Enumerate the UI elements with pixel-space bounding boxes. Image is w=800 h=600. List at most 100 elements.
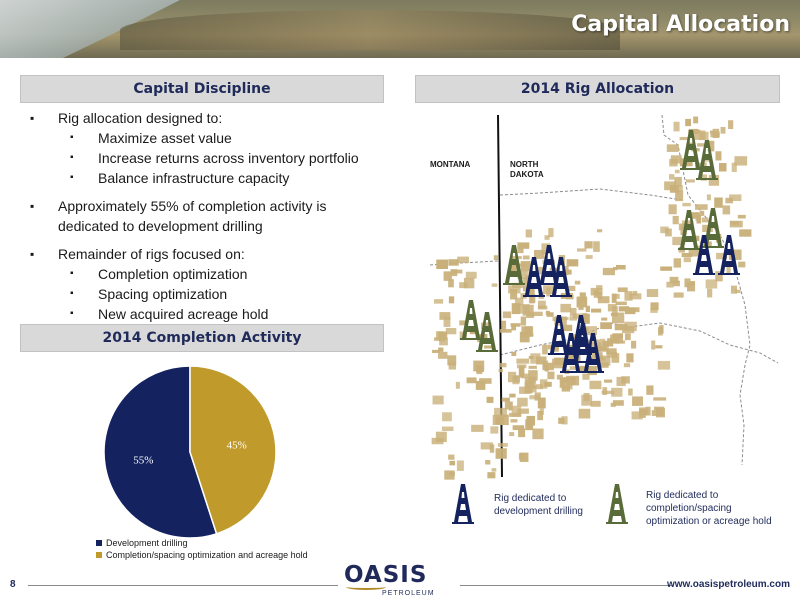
rig-development-icon bbox=[523, 257, 545, 297]
bullet-rig-allocation: Rig allocation designed to: bbox=[30, 108, 390, 128]
legend-rig-development: Rig dedicated to development drilling bbox=[494, 493, 583, 517]
acreage-block bbox=[593, 241, 600, 252]
acreage-block bbox=[600, 322, 612, 330]
acreage-block bbox=[684, 278, 691, 288]
legend-rig-completion: Rig dedicated to completion/spacing opti… bbox=[646, 490, 772, 527]
acreage-block bbox=[672, 215, 679, 225]
acreage-block bbox=[551, 345, 559, 352]
acreage-block bbox=[442, 412, 452, 422]
acreage-block bbox=[606, 348, 617, 355]
acreage-block bbox=[501, 397, 510, 402]
acreage-block bbox=[537, 300, 546, 309]
acreage-block bbox=[517, 246, 524, 254]
acreage-block bbox=[518, 428, 526, 438]
acreage-block bbox=[601, 390, 615, 394]
acreage-block bbox=[445, 327, 457, 335]
acreage-block bbox=[722, 205, 731, 215]
acreage-block bbox=[569, 307, 577, 316]
acreage-block bbox=[523, 277, 530, 286]
acreage-block bbox=[622, 326, 635, 334]
pie-slice-completion bbox=[189, 365, 277, 535]
acreage-block bbox=[624, 291, 633, 301]
acreage-block bbox=[510, 419, 518, 423]
website-link[interactable]: www.oasispetroleum.com bbox=[667, 579, 790, 590]
acreage-block bbox=[499, 362, 507, 368]
acreage-block bbox=[583, 393, 590, 402]
acreage-block bbox=[728, 249, 742, 260]
acreage-block bbox=[544, 235, 550, 240]
acreage-block bbox=[666, 281, 674, 288]
acreage-block bbox=[738, 261, 746, 268]
acreage-block bbox=[616, 376, 626, 387]
acreage-block bbox=[672, 236, 686, 246]
acreage-block bbox=[673, 292, 684, 298]
rig-completion-icon bbox=[680, 130, 702, 170]
acreage-block bbox=[438, 347, 444, 352]
pie-label-completion: 45% bbox=[227, 440, 247, 452]
acreage-block bbox=[700, 174, 708, 181]
acreage-block bbox=[624, 307, 636, 315]
acreage-block bbox=[508, 285, 521, 294]
acreage-block bbox=[508, 371, 517, 383]
rig-completion-icon bbox=[678, 210, 700, 250]
acreage-block bbox=[668, 204, 677, 215]
acreage-block bbox=[628, 388, 633, 396]
acreage-block bbox=[492, 414, 503, 425]
acreage-block bbox=[725, 197, 734, 204]
acreage-block bbox=[617, 287, 628, 293]
acreage-block bbox=[598, 362, 609, 368]
acreage-block bbox=[677, 185, 683, 192]
acreage-block bbox=[509, 393, 516, 398]
pie-label-development: 55% bbox=[133, 454, 153, 466]
acreage-block bbox=[694, 235, 700, 242]
acreage-block bbox=[739, 229, 752, 237]
acreage-block bbox=[729, 194, 742, 202]
acreage-block bbox=[589, 380, 602, 390]
acreage-block bbox=[544, 381, 552, 387]
acreage-block bbox=[660, 266, 673, 271]
acreage-block bbox=[716, 252, 728, 260]
acreage-block bbox=[457, 256, 469, 264]
acreage-block bbox=[456, 460, 464, 471]
acreage-block bbox=[685, 179, 695, 183]
acreage-block bbox=[734, 156, 748, 166]
acreage-block bbox=[585, 305, 590, 313]
acreage-block bbox=[481, 322, 492, 330]
acreage-block bbox=[485, 460, 491, 465]
acreage-block bbox=[511, 303, 521, 315]
bullet-completion-activity: Approximately 55% of completion activity… bbox=[30, 196, 390, 236]
acreage-block bbox=[529, 395, 541, 400]
acreage-block bbox=[669, 276, 679, 284]
acreage-block bbox=[515, 297, 524, 306]
acreage-block bbox=[443, 271, 452, 281]
acreage-block bbox=[501, 320, 507, 332]
acreage-block bbox=[669, 185, 679, 193]
acreage-block bbox=[466, 377, 477, 384]
acreage-block bbox=[611, 387, 623, 397]
acreage-block bbox=[537, 397, 546, 409]
acreage-block bbox=[613, 266, 618, 271]
acreage-block bbox=[450, 269, 458, 277]
acreage-block bbox=[612, 400, 624, 406]
acreage-block bbox=[459, 320, 466, 326]
rig-completion-icon bbox=[606, 484, 628, 524]
acreage-block bbox=[444, 470, 455, 480]
acreage-block bbox=[632, 396, 644, 406]
legend-row-completion: Completion/spacing optimization and acre… bbox=[96, 549, 308, 561]
acreage-block bbox=[561, 380, 573, 390]
acreage-block bbox=[645, 406, 651, 416]
sub-bullet-returns: Increase returns across inventory portfo… bbox=[30, 148, 390, 168]
acreage-block bbox=[701, 217, 709, 223]
acreage-block bbox=[517, 271, 528, 280]
acreage-block bbox=[569, 366, 580, 370]
acreage-block bbox=[439, 337, 448, 346]
acreage-block bbox=[666, 144, 679, 152]
acreage-block bbox=[510, 263, 517, 272]
acreage-block bbox=[566, 269, 572, 275]
acreage-block bbox=[484, 345, 496, 349]
acreage-block bbox=[530, 311, 543, 317]
acreage-block bbox=[561, 324, 573, 332]
acreage-block bbox=[475, 380, 486, 390]
acreage-block bbox=[679, 136, 690, 141]
acreage-block bbox=[536, 356, 547, 365]
